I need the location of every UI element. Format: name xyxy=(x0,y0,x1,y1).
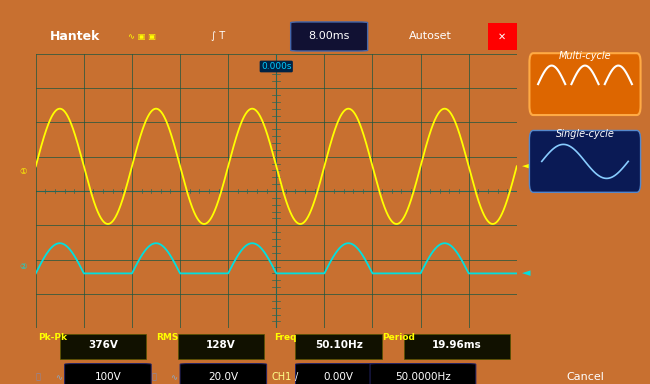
Text: RMS: RMS xyxy=(156,333,178,342)
Text: 19.96ms: 19.96ms xyxy=(432,339,482,350)
FancyBboxPatch shape xyxy=(291,22,368,51)
FancyBboxPatch shape xyxy=(60,334,146,359)
Text: Period: Period xyxy=(382,333,415,342)
FancyBboxPatch shape xyxy=(404,334,510,359)
Text: CH1: CH1 xyxy=(272,372,292,382)
Text: ∫ T: ∫ T xyxy=(211,31,226,41)
FancyBboxPatch shape xyxy=(529,131,641,192)
Text: Multi-cycle: Multi-cycle xyxy=(559,51,611,61)
Text: Autoset: Autoset xyxy=(409,31,452,41)
Text: 50.0000Hz: 50.0000Hz xyxy=(395,372,451,382)
FancyBboxPatch shape xyxy=(370,364,476,384)
FancyBboxPatch shape xyxy=(64,364,151,384)
Text: /: / xyxy=(296,372,299,382)
FancyBboxPatch shape xyxy=(177,334,264,359)
Text: 376V: 376V xyxy=(88,339,118,350)
Text: 0.000s: 0.000s xyxy=(261,62,291,71)
Text: Cancel: Cancel xyxy=(566,372,604,382)
Bar xyxy=(488,23,517,50)
Text: ∿: ∿ xyxy=(170,373,177,382)
Text: 128V: 128V xyxy=(206,339,236,350)
Text: ✕: ✕ xyxy=(499,31,506,41)
Text: 50.10Hz: 50.10Hz xyxy=(315,339,363,350)
FancyBboxPatch shape xyxy=(296,364,382,384)
Text: ②: ② xyxy=(20,262,27,271)
Text: ◄: ◄ xyxy=(521,161,530,171)
Text: ∿ ▣ ▣: ∿ ▣ ▣ xyxy=(127,32,155,41)
Text: ⎓: ⎓ xyxy=(36,373,41,382)
FancyBboxPatch shape xyxy=(529,53,641,115)
Text: 100V: 100V xyxy=(94,372,122,382)
Text: ◄: ◄ xyxy=(521,268,530,278)
Text: 8.00ms: 8.00ms xyxy=(309,31,350,41)
Text: Freq: Freq xyxy=(274,333,296,342)
Text: ⎓: ⎓ xyxy=(151,373,156,382)
Text: Pk-Pk: Pk-Pk xyxy=(38,333,67,342)
Text: 0.00V: 0.00V xyxy=(324,372,354,382)
FancyBboxPatch shape xyxy=(296,334,382,359)
Text: ①: ① xyxy=(20,167,27,176)
Text: Single-cycle: Single-cycle xyxy=(556,129,614,139)
Text: Hantek: Hantek xyxy=(50,30,101,43)
Text: ∿: ∿ xyxy=(55,373,62,382)
Text: 20.0V: 20.0V xyxy=(208,372,239,382)
FancyBboxPatch shape xyxy=(180,364,266,384)
